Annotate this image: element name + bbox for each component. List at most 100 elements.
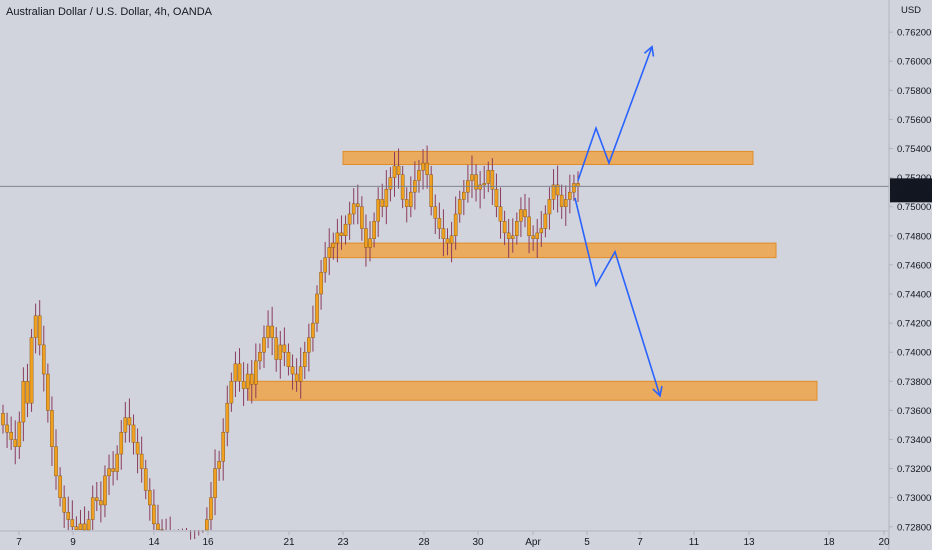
candle-body [99, 500, 103, 506]
candle-body [515, 221, 519, 237]
x-tick-label: 21 [283, 537, 295, 548]
candle-body [384, 189, 389, 207]
candle-body [331, 242, 336, 248]
y-tick-label: 0.73200 [897, 464, 931, 475]
x-tick-label: 7 [637, 537, 643, 548]
y-tick-label: 0.76000 [897, 57, 931, 68]
x-tick-label: 30 [472, 537, 484, 548]
candle-body [94, 497, 99, 501]
zone-rect [248, 380, 818, 401]
y-tick-label: 0.75800 [897, 86, 931, 97]
y-tick-label: 0.74600 [897, 260, 931, 271]
candle-body [103, 475, 107, 506]
candle-body [213, 468, 217, 498]
candle-body [572, 183, 576, 193]
candle-body [417, 170, 421, 181]
candle-body [319, 271, 323, 295]
y-tick-label: 0.74400 [897, 290, 931, 301]
x-tick-label: 16 [202, 537, 214, 548]
candle-body [54, 446, 58, 477]
candle-body [221, 432, 226, 462]
candle-body [470, 174, 474, 181]
candle-body [107, 468, 111, 477]
candle-body [531, 235, 535, 239]
candle-body [33, 315, 38, 338]
candle-body [351, 203, 356, 215]
candle-body [286, 352, 291, 367]
candle-body [90, 497, 95, 520]
candle-body [70, 519, 75, 528]
candle-body [217, 461, 221, 469]
zones-layer [248, 150, 818, 401]
candle-body [302, 352, 307, 367]
candle-body [86, 519, 91, 531]
y-axis-unit: USD [901, 5, 921, 16]
x-tick-label: 11 [689, 537, 700, 548]
y-tick-label: 0.74200 [897, 319, 931, 330]
candle-body [29, 337, 34, 404]
zone-rect [342, 150, 754, 166]
candle-body [368, 238, 372, 248]
y-tick-label: 0.73000 [897, 493, 931, 504]
candle-body [568, 191, 572, 200]
candle-body [307, 337, 311, 353]
candle-body [343, 223, 348, 237]
y-axis: 0.762000.760000.758000.756000.754000.752… [888, 0, 931, 550]
candle-body [425, 162, 429, 175]
current-price-label: 0.75140 [895, 181, 929, 192]
candle-body [490, 170, 495, 190]
candle-body [111, 468, 115, 472]
candles-layer [1, 145, 580, 540]
candle-body [249, 373, 254, 385]
candle-body [41, 344, 46, 375]
projections-layer [574, 45, 663, 398]
candle-body [376, 199, 380, 222]
candle-body [510, 235, 515, 239]
candle-body [233, 363, 238, 382]
candle-body [433, 206, 438, 219]
x-tick-label: 28 [418, 537, 430, 548]
candle-body [270, 325, 274, 338]
y-tick-label: 0.76200 [897, 28, 931, 39]
candle-body [392, 165, 397, 178]
candle-body [327, 247, 332, 258]
candle-body [539, 228, 544, 234]
candle-body [404, 199, 409, 207]
current-price-badge-bg [890, 178, 932, 203]
candle-body [462, 191, 466, 200]
y-tick-label: 0.72800 [897, 522, 931, 533]
candle-body [21, 381, 26, 423]
candle-body [131, 424, 136, 443]
candle-body [245, 373, 250, 389]
x-tick-label: 18 [823, 537, 835, 548]
candle-body [127, 417, 132, 426]
candle-body [13, 439, 18, 447]
candle-body [535, 232, 540, 239]
x-tick-label: 13 [743, 537, 755, 548]
candle-body [282, 344, 287, 353]
candle-body [486, 170, 491, 184]
candle-body [519, 209, 523, 222]
candle-body [453, 213, 458, 237]
candle-body [241, 381, 246, 389]
candle-body [576, 183, 580, 187]
candle-body [506, 232, 511, 239]
candle-body [474, 174, 478, 190]
candle-body [396, 165, 401, 175]
candle-body [139, 453, 144, 469]
candle-body [262, 337, 266, 353]
x-tick-label: 7 [16, 537, 22, 548]
candle-body [547, 199, 552, 215]
candle-body [421, 162, 425, 171]
candle-body [123, 417, 128, 433]
candle-body [135, 442, 140, 455]
candle-body [364, 228, 368, 248]
projection-arrowhead [652, 385, 663, 398]
candle-body [502, 221, 507, 234]
y-tick-label: 0.75000 [897, 202, 931, 213]
candle-body [335, 232, 340, 244]
candle-body [380, 199, 385, 207]
candle-body [62, 497, 66, 513]
